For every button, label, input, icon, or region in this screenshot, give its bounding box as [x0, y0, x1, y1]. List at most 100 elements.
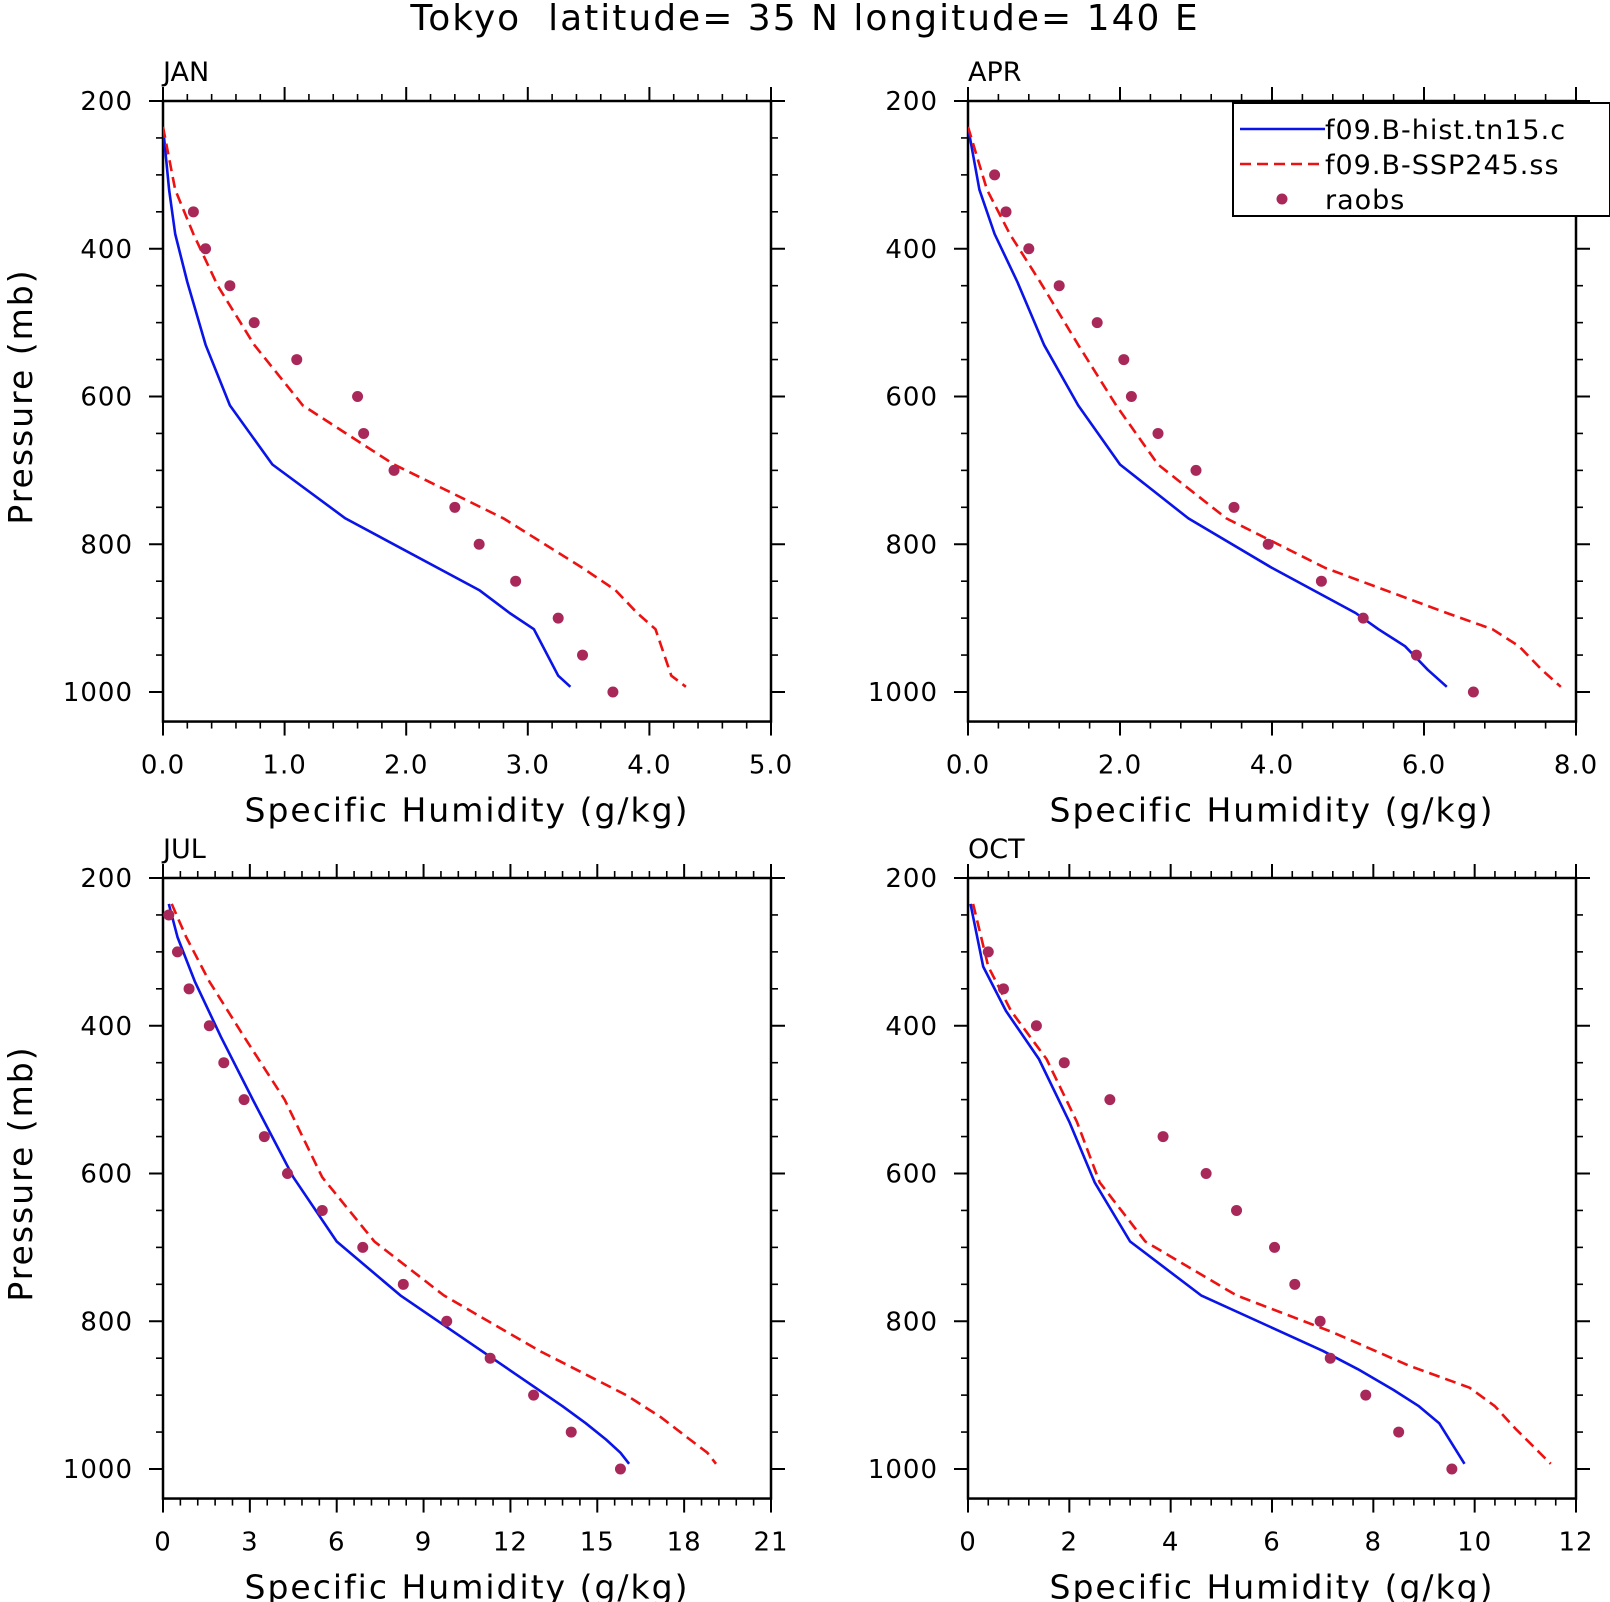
ssp245-series-line	[163, 126, 687, 688]
x-tick-label: 10	[1457, 1528, 1492, 1558]
x-tick-label: 12	[493, 1528, 528, 1558]
ssp245-series-line	[968, 126, 1562, 688]
y-axis-label: Pressure (mb)	[1, 1045, 40, 1301]
data-layer	[163, 903, 718, 1475]
y-tick-label: 200	[80, 864, 133, 894]
plot-frame	[161, 99, 773, 723]
y-tick-label: 600	[885, 1160, 938, 1190]
raobs-point	[1200, 1168, 1212, 1179]
raobs-point	[1360, 1389, 1372, 1401]
legend-label: raobs	[1325, 185, 1405, 216]
raobs-point	[484, 1352, 496, 1364]
panel-label: JAN	[161, 57, 209, 88]
raobs-point	[510, 575, 522, 587]
x-tick-label: 4	[1162, 1528, 1180, 1558]
hist-series-line	[167, 903, 631, 1465]
x-tick-label: 1.0	[262, 751, 306, 781]
y-tick-label: 600	[80, 383, 133, 413]
raobs-point	[1053, 280, 1065, 292]
raobs-point	[397, 1278, 409, 1290]
figure-title: Tokyo latitude= 35 N longitude= 140 E	[409, 0, 1199, 39]
raobs-point	[473, 538, 485, 550]
x-axis-label: Specific Humidity (g/kg)	[245, 1568, 690, 1602]
raobs-point	[1118, 354, 1130, 366]
raobs-point	[1314, 1315, 1326, 1327]
raobs-point	[1324, 1352, 1336, 1364]
raobs-point	[171, 946, 183, 958]
plot-frame	[966, 876, 1578, 1500]
x-axis-label: Specific Humidity (g/kg)	[1050, 791, 1495, 830]
raobs-point	[982, 946, 994, 958]
raobs-point	[577, 649, 589, 661]
x-tick-label: 21	[753, 1528, 788, 1558]
x-tick-label: 3	[241, 1528, 259, 1558]
data-layer	[163, 126, 687, 698]
y-axis-label: Pressure (mb)	[1, 268, 40, 524]
raobs-point	[1152, 427, 1164, 439]
raobs-point	[552, 612, 564, 624]
raobs-point	[248, 317, 260, 329]
ssp245-series-line	[971, 903, 1552, 1465]
x-tick-label: 8	[1365, 1528, 1383, 1558]
y-tick-label: 200	[885, 87, 938, 117]
chart-panel-apr: 0.0 2.0 4.0 6.0 8.0 200 400 600 800 1000 APR Specif…	[868, 57, 1610, 830]
raobs-point	[1091, 317, 1103, 329]
x-tick-label: 12	[1558, 1528, 1593, 1558]
raobs-point	[200, 243, 212, 255]
raobs-point	[997, 983, 1009, 995]
raobs-point	[1262, 538, 1274, 550]
raobs-point	[258, 1131, 270, 1143]
raobs-point	[1289, 1278, 1301, 1290]
x-tick-label: 6	[328, 1528, 346, 1558]
y-tick-label: 1000	[63, 678, 133, 708]
x-tick-label: 9	[415, 1528, 433, 1558]
legend-raobs-marker	[1276, 193, 1288, 205]
raobs-point	[357, 1241, 369, 1253]
x-tick-label: 0.0	[141, 751, 185, 781]
panel-label: OCT	[968, 834, 1025, 865]
x-tick-label: 15	[580, 1528, 615, 1558]
raobs-point	[441, 1315, 453, 1327]
x-tick-label: 2	[1061, 1528, 1079, 1558]
raobs-point	[614, 1463, 626, 1475]
x-tick-label: 18	[667, 1528, 702, 1558]
plot-frame	[161, 876, 773, 1500]
y-tick-label: 600	[885, 383, 938, 413]
y-tick-label: 200	[80, 87, 133, 117]
raobs-point	[224, 280, 236, 292]
ssp245-series-line	[170, 903, 718, 1465]
y-tick-label: 200	[885, 864, 938, 894]
x-tick-label: 0	[959, 1528, 977, 1558]
raobs-point	[1315, 575, 1327, 587]
raobs-point	[449, 501, 461, 513]
x-axis-label: Specific Humidity (g/kg)	[245, 791, 690, 830]
x-tick-label: 5.0	[749, 751, 793, 781]
y-tick-label: 800	[885, 530, 938, 560]
raobs-point	[238, 1094, 250, 1106]
raobs-point	[1357, 612, 1369, 624]
data-layer	[969, 903, 1552, 1475]
chart-panel-jan: 0.0 1.0 2.0 3.0 4.0 5.0 200 400 600 800 1000 JAN Spe…	[1, 57, 793, 830]
raobs-point	[528, 1389, 540, 1401]
hist-series-line	[163, 126, 572, 688]
raobs-point	[1058, 1057, 1070, 1069]
x-tick-label: 3.0	[506, 751, 550, 781]
y-tick-label: 800	[885, 1307, 938, 1337]
raobs-point	[1125, 391, 1137, 402]
legend-box	[1232, 102, 1610, 217]
x-tick-label: 0	[154, 1528, 172, 1558]
panel-label: APR	[968, 57, 1022, 88]
y-tick-label: 1000	[868, 678, 938, 708]
y-tick-label: 1000	[868, 1455, 938, 1485]
raobs-point	[1000, 206, 1012, 218]
raobs-point	[218, 1057, 230, 1069]
raobs-point	[183, 983, 195, 995]
raobs-point	[163, 909, 175, 921]
legend-label: f09.B-hist.tn15.c	[1325, 115, 1566, 146]
x-tick-label: 8.0	[1554, 751, 1598, 781]
y-tick-label: 1000	[63, 1455, 133, 1485]
raobs-point	[989, 169, 1001, 181]
raobs-point	[187, 206, 199, 218]
raobs-point	[607, 686, 619, 698]
